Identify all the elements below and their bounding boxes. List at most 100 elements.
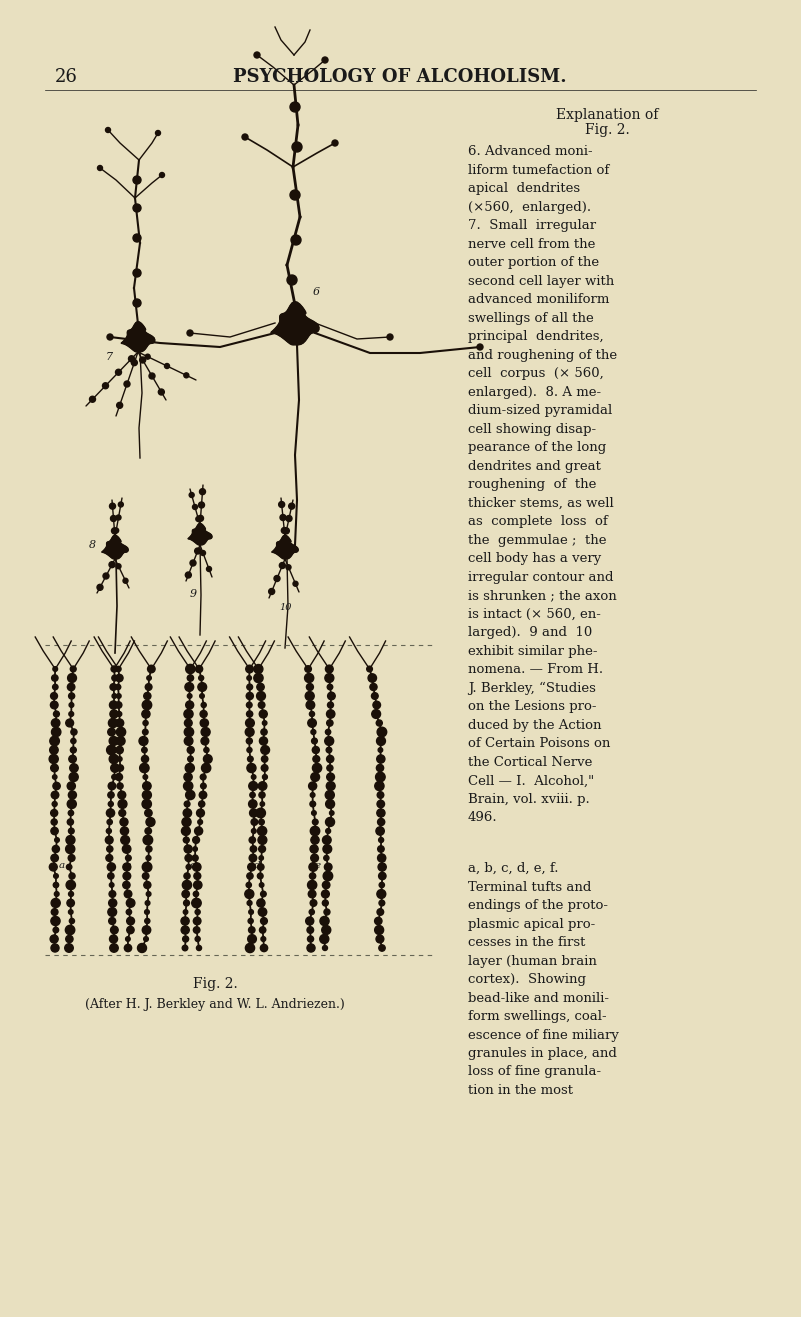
Circle shape xyxy=(311,836,319,844)
Circle shape xyxy=(323,844,332,853)
Circle shape xyxy=(322,57,328,63)
Circle shape xyxy=(325,665,333,673)
Circle shape xyxy=(193,917,201,925)
Circle shape xyxy=(110,701,118,709)
Circle shape xyxy=(263,774,268,780)
Circle shape xyxy=(108,802,113,806)
Circle shape xyxy=(184,727,194,736)
Circle shape xyxy=(143,873,149,880)
Circle shape xyxy=(120,827,129,835)
Circle shape xyxy=(146,846,152,852)
Circle shape xyxy=(248,927,255,934)
Circle shape xyxy=(248,863,256,871)
Circle shape xyxy=(115,773,123,781)
Circle shape xyxy=(254,673,263,682)
Circle shape xyxy=(326,747,332,753)
Circle shape xyxy=(138,943,147,952)
Circle shape xyxy=(260,944,268,952)
Circle shape xyxy=(117,782,123,789)
Circle shape xyxy=(260,710,268,718)
Circle shape xyxy=(323,946,328,951)
Circle shape xyxy=(181,926,189,934)
Circle shape xyxy=(50,810,58,817)
Circle shape xyxy=(312,738,317,744)
Text: 10: 10 xyxy=(279,603,292,612)
Circle shape xyxy=(121,835,130,844)
Circle shape xyxy=(248,756,253,761)
Circle shape xyxy=(192,863,201,872)
Circle shape xyxy=(260,918,268,925)
Circle shape xyxy=(261,745,270,755)
Circle shape xyxy=(142,799,151,809)
Circle shape xyxy=(143,774,147,780)
Circle shape xyxy=(68,910,73,914)
Circle shape xyxy=(332,140,338,146)
Circle shape xyxy=(320,935,328,943)
Circle shape xyxy=(66,719,74,727)
Circle shape xyxy=(259,792,265,798)
Circle shape xyxy=(246,882,252,888)
Circle shape xyxy=(126,936,131,942)
Circle shape xyxy=(186,701,194,709)
Circle shape xyxy=(323,872,332,881)
Circle shape xyxy=(127,898,135,907)
Circle shape xyxy=(195,827,203,835)
Circle shape xyxy=(260,892,266,897)
Circle shape xyxy=(127,926,134,934)
Circle shape xyxy=(67,782,75,790)
Circle shape xyxy=(128,356,135,362)
Circle shape xyxy=(124,944,131,952)
Circle shape xyxy=(194,881,202,889)
Circle shape xyxy=(183,809,191,817)
Circle shape xyxy=(257,864,264,871)
Text: Explanation of: Explanation of xyxy=(556,108,658,122)
Circle shape xyxy=(320,917,329,926)
Circle shape xyxy=(69,711,74,716)
Text: 6. Advanced moni-
liform tumefaction of
apical  dendrites
(×560,  enlarged).
7. : 6. Advanced moni- liform tumefaction of … xyxy=(468,145,617,824)
Circle shape xyxy=(97,585,103,590)
Circle shape xyxy=(108,782,115,790)
Circle shape xyxy=(200,774,206,780)
Circle shape xyxy=(256,691,265,701)
Circle shape xyxy=(164,363,170,369)
Circle shape xyxy=(250,846,256,852)
Circle shape xyxy=(69,703,74,707)
Circle shape xyxy=(66,844,74,853)
Text: Fig. 2.: Fig. 2. xyxy=(192,977,237,990)
Circle shape xyxy=(107,809,115,817)
Circle shape xyxy=(185,764,195,773)
Circle shape xyxy=(207,566,211,572)
Circle shape xyxy=(50,701,58,709)
Circle shape xyxy=(328,702,333,709)
Circle shape xyxy=(142,756,148,763)
Circle shape xyxy=(144,881,151,889)
Circle shape xyxy=(124,381,130,387)
Circle shape xyxy=(143,926,151,934)
Circle shape xyxy=(245,943,255,952)
Circle shape xyxy=(117,402,123,408)
Circle shape xyxy=(193,836,199,843)
Circle shape xyxy=(51,719,60,727)
Circle shape xyxy=(324,909,330,915)
Circle shape xyxy=(115,369,122,375)
Circle shape xyxy=(183,910,187,914)
Circle shape xyxy=(133,299,141,307)
Circle shape xyxy=(246,693,253,699)
Circle shape xyxy=(377,801,384,807)
Circle shape xyxy=(103,383,108,389)
Circle shape xyxy=(147,892,151,897)
Circle shape xyxy=(246,665,253,673)
Circle shape xyxy=(268,589,275,594)
Circle shape xyxy=(115,685,121,690)
Circle shape xyxy=(143,936,148,942)
Circle shape xyxy=(67,799,76,809)
Circle shape xyxy=(312,811,316,815)
Circle shape xyxy=(246,719,254,727)
Circle shape xyxy=(70,764,78,772)
Circle shape xyxy=(126,855,131,861)
Circle shape xyxy=(375,781,384,790)
Circle shape xyxy=(69,755,76,763)
Circle shape xyxy=(66,935,73,943)
Circle shape xyxy=(50,693,58,699)
Circle shape xyxy=(198,682,207,691)
